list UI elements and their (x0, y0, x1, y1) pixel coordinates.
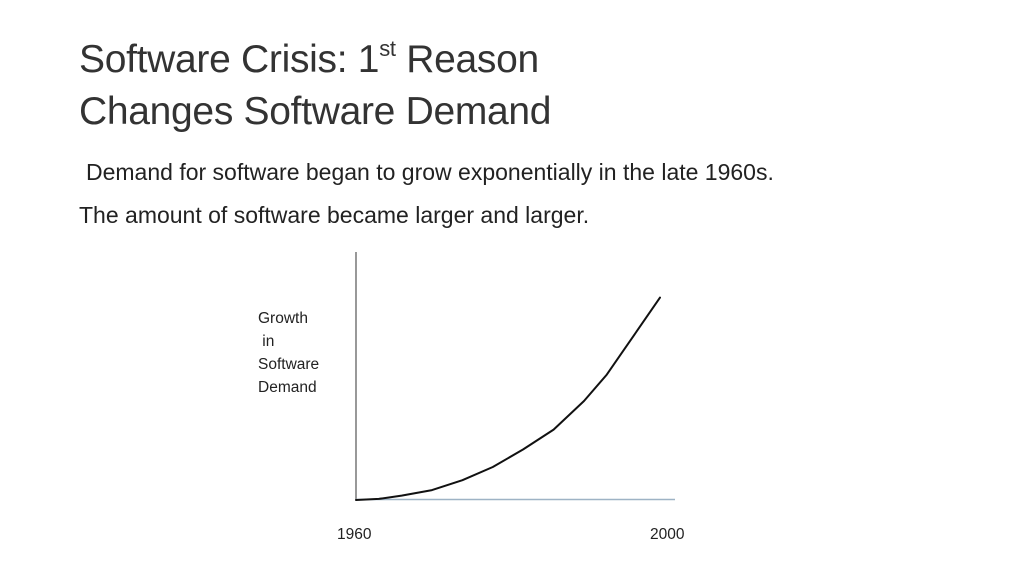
title-main-text: Software Crisis: 1 (79, 38, 380, 81)
y-axis-label: Growth in Software Demand (258, 307, 319, 399)
title-rest-text: Reason (395, 38, 539, 81)
growth-curve-series-line (355, 296, 661, 501)
body-text-line-2: The amount of software became larger and… (79, 202, 590, 228)
y-axis-label-line-4: Demand (258, 379, 317, 396)
slide-title: Software Crisis: 1st Reason Changes Soft… (79, 36, 552, 135)
y-axis-label-line-3: Software (258, 356, 320, 373)
body-text-line-1: Demand for software began to grow expone… (86, 159, 774, 185)
slide-title-line-2: Changes Software Demand (79, 90, 552, 133)
y-axis-label-line-2: in (258, 333, 275, 350)
title-superscript: st (379, 36, 396, 61)
x-tick-label-start: 1960 (337, 526, 372, 543)
x-tick-label-end: 2000 (650, 526, 685, 543)
slide-title-line-1: Software Crisis: 1st Reason (79, 36, 551, 88)
y-axis-label-line-1: Growth (258, 310, 308, 327)
